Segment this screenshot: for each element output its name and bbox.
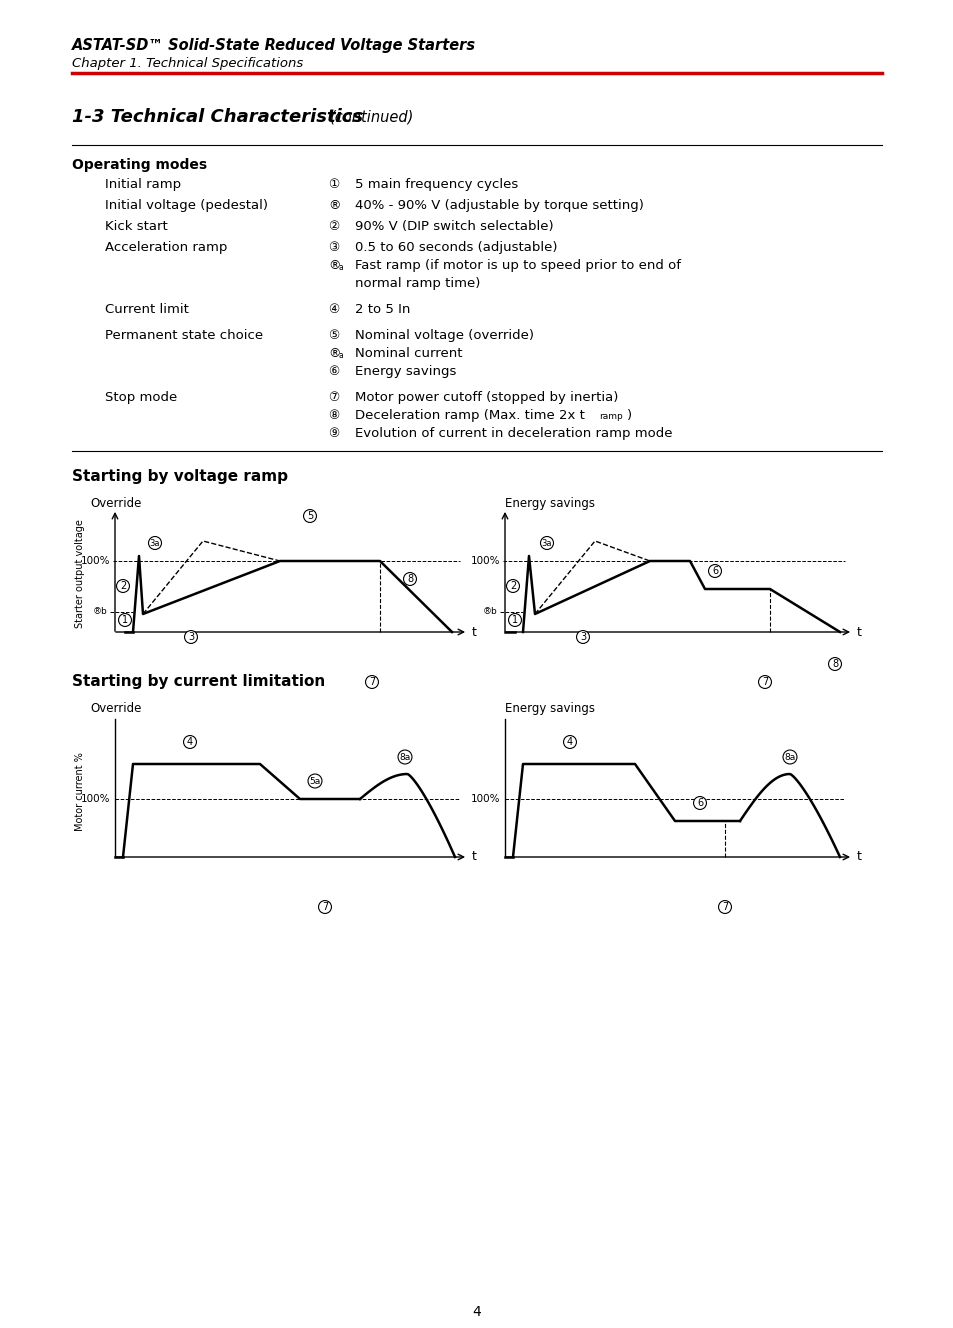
Text: 3: 3	[579, 632, 585, 641]
Text: 6: 6	[711, 566, 718, 576]
Text: 5a: 5a	[309, 777, 320, 785]
Text: 100%: 100%	[80, 794, 110, 803]
Text: 7: 7	[721, 902, 727, 912]
Text: 100%: 100%	[470, 794, 499, 803]
Text: 6: 6	[697, 798, 702, 807]
Text: 1: 1	[512, 615, 517, 625]
Text: Fast ramp (if motor is up to speed prior to end of: Fast ramp (if motor is up to speed prior…	[355, 259, 680, 272]
Text: Starting by current limitation: Starting by current limitation	[71, 675, 325, 689]
Text: Evolution of current in deceleration ramp mode: Evolution of current in deceleration ram…	[355, 428, 672, 440]
Text: 1-3 Technical Characteristics: 1-3 Technical Characteristics	[71, 108, 363, 126]
Text: 100%: 100%	[470, 556, 499, 566]
Text: a: a	[338, 351, 343, 360]
Text: ③: ③	[328, 240, 339, 254]
Text: normal ramp time): normal ramp time)	[355, 278, 480, 290]
Text: a: a	[338, 263, 343, 272]
Text: Energy savings: Energy savings	[504, 497, 595, 510]
Text: 3: 3	[188, 632, 193, 641]
Text: ④: ④	[328, 303, 339, 316]
Text: Permanent state choice: Permanent state choice	[105, 329, 263, 343]
Text: ②: ②	[328, 220, 339, 232]
Text: 40% - 90% V (adjustable by torque setting): 40% - 90% V (adjustable by torque settin…	[355, 199, 643, 212]
Text: Starting by voltage ramp: Starting by voltage ramp	[71, 469, 288, 483]
Text: ASTAT-SD™ Solid-State Reduced Voltage Starters: ASTAT-SD™ Solid-State Reduced Voltage St…	[71, 39, 476, 53]
Text: ®: ®	[328, 259, 340, 272]
Text: 4: 4	[472, 1305, 481, 1319]
Text: (continued): (continued)	[330, 110, 414, 125]
Text: Starter output voltage: Starter output voltage	[75, 519, 85, 628]
Text: t: t	[856, 625, 861, 639]
Text: Kick start: Kick start	[105, 220, 168, 232]
Text: Current limit: Current limit	[105, 303, 189, 316]
Text: 3a: 3a	[541, 538, 552, 547]
Text: ®b: ®b	[93, 607, 108, 616]
Text: 100%: 100%	[80, 556, 110, 566]
Text: 1: 1	[122, 615, 128, 625]
Text: 7: 7	[369, 677, 375, 687]
Text: Operating modes: Operating modes	[71, 158, 207, 173]
Text: Motor current %: Motor current %	[75, 753, 85, 831]
Text: 7: 7	[321, 902, 328, 912]
Text: ®: ®	[328, 199, 340, 212]
Text: ⑤: ⑤	[328, 329, 339, 343]
Text: Override: Override	[90, 703, 141, 714]
Text: Initial voltage (pedestal): Initial voltage (pedestal)	[105, 199, 268, 212]
Text: 90% V (DIP switch selectable): 90% V (DIP switch selectable)	[355, 220, 553, 232]
Text: t: t	[472, 625, 476, 639]
Text: Nominal voltage (override): Nominal voltage (override)	[355, 329, 534, 343]
Text: 2: 2	[509, 582, 516, 591]
Text: t: t	[856, 850, 861, 863]
Text: Chapter 1. Technical Specifications: Chapter 1. Technical Specifications	[71, 57, 303, 70]
Text: Motor power cutoff (stopped by inertia): Motor power cutoff (stopped by inertia)	[355, 390, 618, 404]
Text: 3a: 3a	[150, 538, 160, 547]
Text: 8a: 8a	[783, 753, 795, 761]
Text: ®b: ®b	[483, 607, 497, 616]
Text: 8: 8	[831, 659, 837, 669]
Text: ⑦: ⑦	[328, 390, 339, 404]
Text: 5: 5	[307, 511, 313, 521]
Text: 4: 4	[566, 737, 573, 746]
Text: 8a: 8a	[399, 753, 410, 761]
Text: Energy savings: Energy savings	[504, 703, 595, 714]
Text: 5 main frequency cycles: 5 main frequency cycles	[355, 178, 517, 191]
Text: 7: 7	[761, 677, 767, 687]
Text: 4: 4	[187, 737, 193, 746]
Text: 8: 8	[407, 574, 413, 584]
Text: Energy savings: Energy savings	[355, 365, 456, 378]
Text: Initial ramp: Initial ramp	[105, 178, 181, 191]
Text: ramp: ramp	[598, 412, 622, 421]
Text: Deceleration ramp (Max. time 2x t: Deceleration ramp (Max. time 2x t	[355, 409, 584, 422]
Text: t: t	[472, 850, 476, 863]
Text: ): )	[626, 409, 632, 422]
Text: Stop mode: Stop mode	[105, 390, 177, 404]
Text: Override: Override	[90, 497, 141, 510]
Text: ⑥: ⑥	[328, 365, 339, 378]
Text: ®: ®	[328, 347, 340, 360]
Text: Nominal current: Nominal current	[355, 347, 462, 360]
Text: 0.5 to 60 seconds (adjustable): 0.5 to 60 seconds (adjustable)	[355, 240, 557, 254]
Text: 2: 2	[120, 582, 126, 591]
Text: Acceleration ramp: Acceleration ramp	[105, 240, 227, 254]
Text: ⑨: ⑨	[328, 428, 339, 440]
Text: ⑧: ⑧	[328, 409, 339, 422]
Text: 2 to 5 In: 2 to 5 In	[355, 303, 410, 316]
Text: ①: ①	[328, 178, 339, 191]
